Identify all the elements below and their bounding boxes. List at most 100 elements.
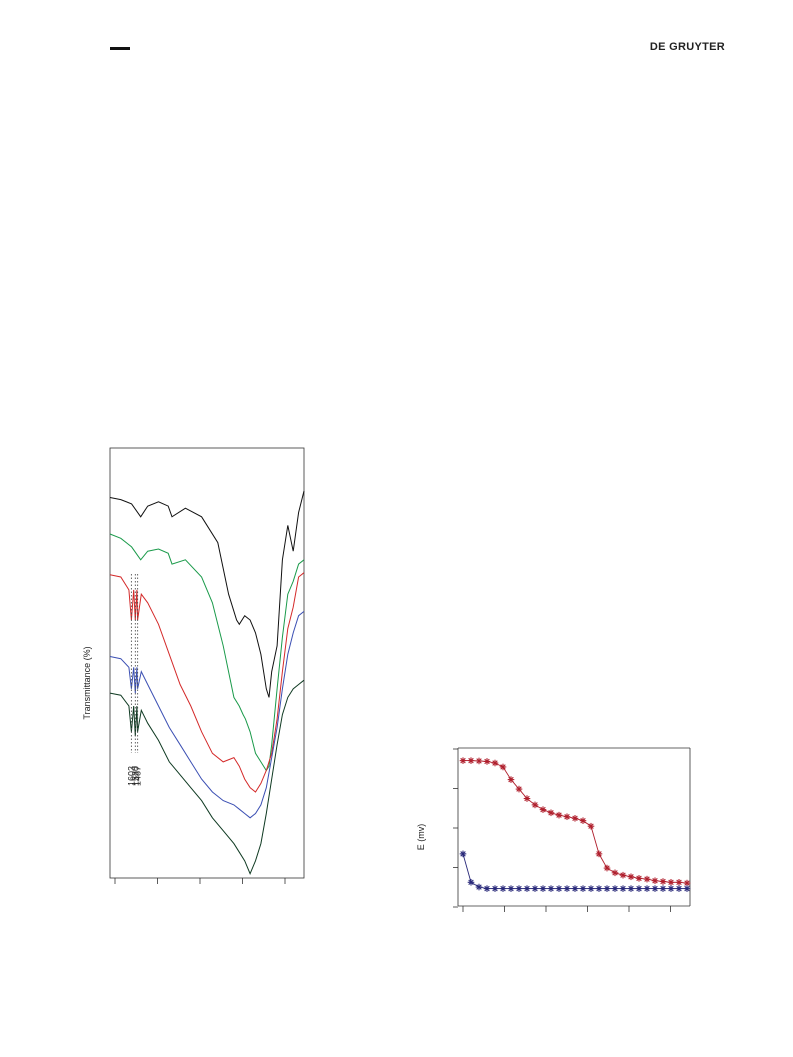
data-point — [547, 885, 555, 892]
data-point — [491, 885, 499, 892]
annotation-label: 1530 — [130, 766, 140, 786]
marker-stroke — [644, 885, 650, 892]
marker-stroke — [476, 884, 482, 890]
marker-stroke — [676, 879, 682, 886]
plot-frame — [109, 447, 305, 879]
data-point — [563, 885, 571, 892]
marker-stroke — [476, 758, 482, 764]
marker-stroke — [556, 812, 562, 818]
data-point — [643, 875, 651, 883]
data-point — [483, 885, 491, 892]
potential-chart-svg: E (mv) — [416, 747, 691, 912]
marker-stroke — [508, 885, 514, 892]
ir-chart: Transmittance (%) 1603 1530 1487 — [60, 440, 320, 920]
data-point — [531, 885, 539, 892]
data-point — [475, 883, 483, 891]
data-point — [659, 878, 667, 885]
data-point — [571, 815, 579, 822]
data-point — [611, 885, 619, 892]
marker-stroke — [492, 885, 498, 892]
marker-stroke — [580, 885, 586, 892]
data-point — [523, 795, 531, 802]
data-point — [635, 885, 643, 892]
marker-stroke — [532, 802, 538, 808]
marker-stroke — [652, 885, 658, 892]
marker-stroke — [596, 885, 602, 892]
marker-stroke — [548, 810, 554, 816]
marker-stroke — [620, 872, 626, 878]
marker-stroke — [588, 885, 594, 892]
marker-stroke — [524, 885, 530, 892]
series-line-1 — [109, 490, 305, 698]
data-point — [523, 885, 531, 892]
data-point — [675, 885, 683, 892]
marker-stroke — [524, 795, 530, 802]
marker-stroke — [492, 760, 498, 766]
marker-stroke — [572, 815, 578, 822]
data-point — [635, 875, 643, 882]
y-axis-label: E (mv) — [416, 824, 426, 851]
data-point — [643, 885, 651, 892]
annotation-label: 1603 — [126, 766, 136, 786]
data-point — [555, 811, 563, 819]
marker-stroke — [596, 851, 602, 857]
marker-stroke — [620, 885, 626, 892]
marker-stroke — [468, 879, 474, 886]
marker-stroke — [604, 865, 610, 871]
data-point — [659, 885, 667, 892]
data-point — [459, 757, 467, 764]
marker-stroke — [460, 757, 466, 764]
marker-stroke — [532, 885, 538, 892]
data-point — [651, 885, 659, 892]
data-point — [499, 885, 507, 892]
data-point — [579, 817, 587, 824]
data-point — [507, 776, 515, 783]
data-point — [475, 757, 483, 765]
data-point — [499, 763, 507, 771]
series-line-2 — [462, 853, 687, 890]
annotation-label: 1487 — [133, 766, 143, 786]
marker-stroke — [604, 885, 610, 892]
marker-stroke — [460, 851, 466, 857]
marker-stroke — [668, 879, 674, 886]
marker-stroke — [636, 885, 642, 892]
marker-stroke — [676, 885, 682, 892]
marker-stroke — [548, 885, 554, 892]
data-point — [619, 885, 627, 892]
data-point — [651, 877, 659, 885]
data-point — [595, 885, 603, 892]
marker-stroke — [660, 878, 666, 885]
data-point — [491, 759, 499, 767]
data-point — [587, 822, 595, 830]
marker-stroke — [564, 814, 570, 820]
marker-stroke — [468, 757, 474, 764]
data-point — [603, 885, 611, 892]
marker-stroke — [628, 885, 634, 892]
data-point — [683, 879, 691, 887]
data-point — [483, 758, 491, 765]
marker-stroke — [668, 885, 674, 892]
marker-stroke — [636, 875, 642, 882]
data-point — [683, 885, 691, 892]
data-point — [515, 785, 523, 793]
marker-stroke — [588, 823, 594, 829]
y-axis-label: Transmittance (%) — [82, 646, 92, 719]
header-dash — [110, 47, 130, 50]
data-point — [467, 879, 475, 886]
data-point — [459, 850, 467, 858]
marker-stroke — [612, 885, 618, 892]
marker-stroke — [484, 758, 490, 765]
data-point — [563, 813, 571, 821]
marker-stroke — [564, 885, 570, 892]
data-point — [611, 869, 619, 877]
publisher-name: DE GRUYTER — [649, 41, 725, 53]
marker-stroke — [652, 877, 658, 884]
marker-stroke — [572, 885, 578, 892]
marker-stroke — [516, 786, 522, 792]
data-point — [587, 885, 595, 892]
marker-stroke — [500, 885, 506, 892]
data-point — [667, 879, 675, 886]
marker-stroke — [556, 885, 562, 892]
data-point — [531, 801, 539, 809]
